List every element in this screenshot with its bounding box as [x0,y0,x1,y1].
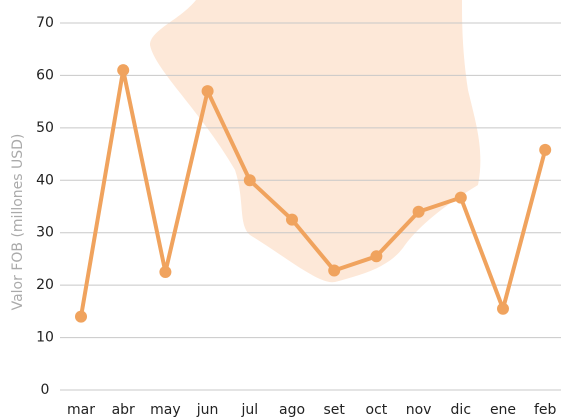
y-axis-label: Valor FOB (millones USD) [10,134,26,311]
point [497,303,509,315]
x-tick-label: nov [406,402,432,418]
point [370,250,382,262]
x-tick-label: mar [67,402,95,418]
point [286,214,298,226]
page: Valor FOB (millones USD) 0 10 20 30 40 50 60 70… [0,0,561,419]
point [539,144,551,156]
x-tick-label: may [150,402,181,418]
point [455,192,467,204]
x-tick-label: feb [534,402,557,418]
x-tick-label: ago [279,402,305,418]
y-tick-label: 20 [36,277,54,293]
x-tick-label: oct [366,402,388,418]
point [75,311,87,323]
y-tick-label: 30 [36,225,54,241]
x-tick-label: set [323,402,345,418]
x-tick-label: jul [240,402,258,418]
x-tick-label: abr [112,402,135,418]
y-tick-label: 0 [41,382,50,398]
y-tick-label: 10 [36,330,54,346]
x-tick-label: ene [490,402,516,418]
y-tick-label: 40 [36,172,54,188]
point [413,206,425,218]
point [159,266,171,278]
x-tick-label: jun [196,402,219,418]
point [244,174,256,186]
point [117,64,129,76]
x-tick-label: dic [451,402,471,418]
point [202,85,214,97]
chart: Valor FOB (millones USD) 0 10 20 30 40 50 60 70… [0,0,561,419]
background-blob [150,0,480,282]
y-tick-label: 70 [36,15,54,31]
point [328,264,340,276]
y-tick-label: 60 [36,67,54,83]
y-tick-label: 50 [36,120,54,136]
